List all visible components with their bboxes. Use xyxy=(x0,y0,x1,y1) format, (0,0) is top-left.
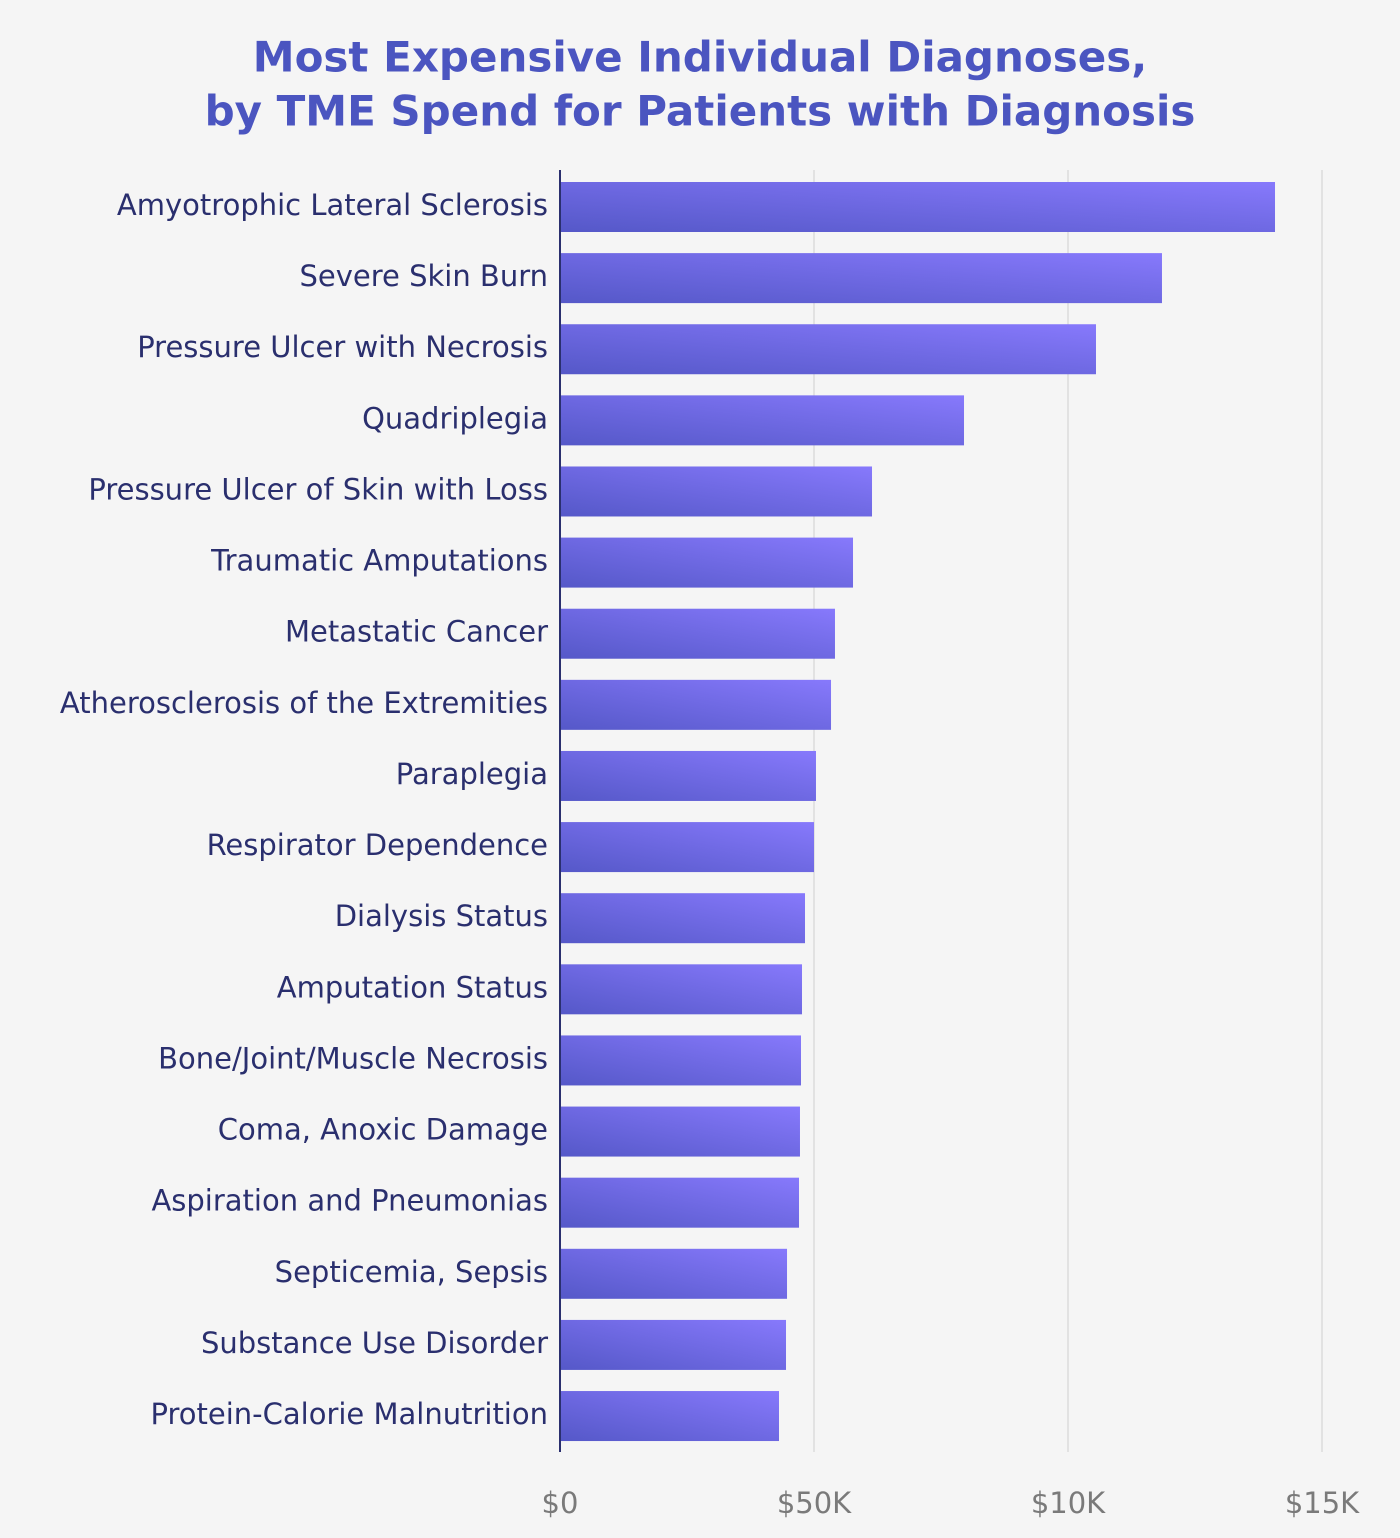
bar xyxy=(560,1177,800,1228)
y-tick-label: Substance Use Disorder xyxy=(201,1326,548,1360)
bar xyxy=(560,1248,788,1299)
y-tick-label: Bone/Joint/Muscle Necrosis xyxy=(158,1041,548,1075)
y-tick-label: Metastatic Cancer xyxy=(285,615,548,649)
bar xyxy=(560,466,873,517)
bar xyxy=(560,537,854,588)
y-tick-label: Pressure Ulcer of Skin with Loss xyxy=(88,472,548,506)
y-tick-label: Respirator Dependence xyxy=(207,828,548,862)
bar xyxy=(560,395,965,446)
bar xyxy=(560,893,806,944)
bar xyxy=(560,1391,779,1442)
x-tick-label: $15K xyxy=(1285,1486,1360,1520)
y-tick-label: Amyotrophic Lateral Sclerosis xyxy=(117,188,548,222)
chart-title: by TME Spend for Patients with Diagnosis xyxy=(205,87,1196,136)
x-tick-label: $50K xyxy=(777,1486,852,1520)
y-tick-label: Aspiration and Pneumonias xyxy=(151,1184,548,1218)
y-tick-label: Atherosclerosis of the Extremities xyxy=(60,686,548,720)
bar xyxy=(560,182,1276,232)
y-tick-label: Amputation Status xyxy=(277,970,548,1004)
chart-title: Most Expensive Individual Diagnoses, xyxy=(253,33,1147,82)
bar xyxy=(560,750,816,801)
bar xyxy=(560,1035,801,1086)
y-tick-label: Pressure Ulcer with Necrosis xyxy=(137,330,548,364)
y-tick-label: Severe Skin Burn xyxy=(299,259,548,293)
bar xyxy=(560,253,1162,304)
bar xyxy=(560,324,1096,375)
y-tick-label: Protein-Calorie Malnutrition xyxy=(151,1397,549,1431)
bar xyxy=(560,1319,787,1370)
y-tick-label: Traumatic Amputations xyxy=(210,544,548,578)
bar xyxy=(560,822,814,873)
y-tick-label: Septicemia, Sepsis xyxy=(275,1255,548,1289)
x-tick-label: $0 xyxy=(542,1486,579,1520)
bar xyxy=(560,964,803,1015)
y-tick-label: Coma, Anoxic Damage xyxy=(218,1113,548,1147)
bar xyxy=(560,608,835,659)
x-tick-label: $10K xyxy=(1031,1486,1106,1520)
y-tick-label: Paraplegia xyxy=(396,757,548,791)
bar xyxy=(560,679,832,730)
bar xyxy=(560,1106,800,1157)
y-tick-label: Dialysis Status xyxy=(335,899,548,933)
y-tick-label: Quadriplegia xyxy=(362,401,548,435)
